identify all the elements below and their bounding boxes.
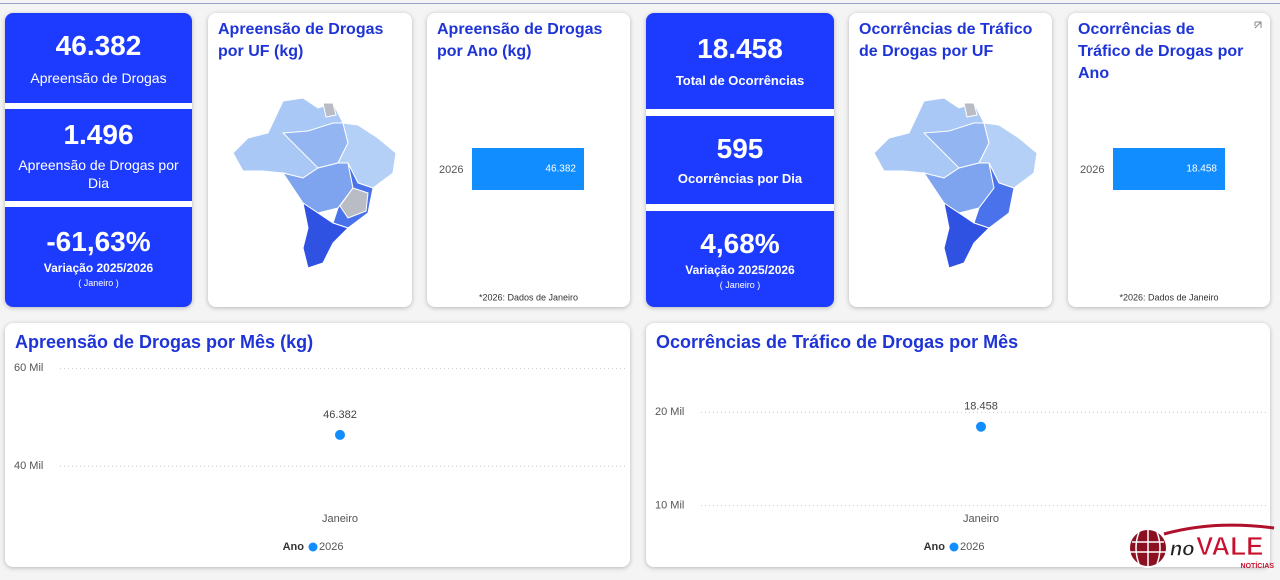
- x-tick-label: Janeiro: [963, 513, 999, 525]
- line-chart: 10 Mil 20 Mil Janeiro 18.458 2026 Ano: [655, 401, 1266, 553]
- legend-title: Ano: [283, 541, 305, 553]
- top-rule: [0, 3, 1280, 4]
- legend-label: 2026: [960, 541, 984, 553]
- kpi-value: -61,63%: [46, 225, 151, 257]
- value-label: 46.382: [545, 164, 576, 175]
- value-label: 18.458: [964, 401, 998, 413]
- kpi-card: -61,63% Variação 2025/2026 ( Janeiro ): [5, 207, 192, 307]
- y-tick-label: 60 Mil: [14, 362, 43, 374]
- map-region: [339, 187, 369, 219]
- footnote: *2026: Dados de Janeiro: [1119, 292, 1218, 302]
- legend-marker: [308, 542, 318, 552]
- card-title: Apreensão de Drogas por Ano (kg): [437, 21, 603, 60]
- category-label: 2026: [1080, 164, 1104, 176]
- kpi-card: 46.382 Apreensão de Drogas: [5, 13, 192, 103]
- legend-marker: [949, 542, 959, 552]
- line-card: 40 Mil 60 Mil Janeiro 46.382 2026 Ano Apreens…: [5, 323, 630, 567]
- bar-card: 2026 46.382 *2026: Dados de Janeiro Apreen…: [427, 13, 630, 307]
- bar-chart: 2026 18.458 *2026: Dados de Janeiro: [1080, 21, 1262, 302]
- logo-prefix: no: [1170, 538, 1194, 560]
- kpi-value: 18.458: [697, 33, 783, 64]
- kpi-value: 595: [716, 133, 764, 164]
- kpi-period: ( Janeiro ): [78, 277, 119, 288]
- kpi-card: 595 Ocorrências por Dia: [646, 116, 834, 204]
- logo-brand: VALE: [1196, 531, 1263, 561]
- bar-card: 2026 18.458 *2026: Dados de Janeiro Ocorrê…: [1068, 13, 1270, 307]
- kpi-label: Variação 2025/2026: [43, 260, 154, 275]
- legend-title: Ano: [924, 541, 946, 553]
- line-card: 10 Mil 20 Mil Janeiro 18.458 2026 Ano Ocorrên…: [646, 323, 1270, 567]
- point: [335, 429, 345, 440]
- card-title: Apreensão de Drogas por Mês (kg): [15, 332, 314, 352]
- kpi-label: Ocorrências por Dia: [677, 171, 803, 186]
- x-tick-label: Janeiro: [322, 513, 358, 525]
- y-tick-label: 20 Mil: [655, 406, 684, 418]
- bar-chart: 2026 46.382 *2026: Dados de Janeiro: [439, 148, 584, 302]
- map-shape: [232, 97, 397, 269]
- kpi-column: 18.458 Total de Ocorrências 595 Ocorrênc…: [646, 13, 834, 307]
- point: [976, 421, 986, 432]
- kpi-value: 46.382: [55, 30, 142, 61]
- logo-swoosh: [1163, 523, 1275, 536]
- footnote: *2026: Dados de Janeiro: [479, 292, 578, 302]
- kpi-label: Total de Ocorrências: [675, 73, 805, 88]
- kpi-column: 46.382 Apreensão de Drogas 1.496 Apreens…: [5, 13, 192, 307]
- legend-label: 2026: [319, 541, 343, 553]
- bar: [1113, 148, 1225, 190]
- map-card: Ocorrências de Tráfico de Drogas por UF: [849, 13, 1052, 307]
- kpi-card: 4,68% Variação 2025/2026 ( Janeiro ): [646, 211, 834, 307]
- logo-tagline: NOTÍCIAS: [1241, 561, 1275, 570]
- kpi-label: Apreensão de Drogas por Dia: [18, 157, 179, 191]
- card-title: Ocorrências de Tráfico de Drogas por Mês: [656, 332, 1019, 352]
- kpi-card: 18.458 Total de Ocorrências: [646, 13, 834, 109]
- card-title: Apreensão de Drogas por UF (kg): [218, 21, 384, 60]
- kpi-label: Variação 2025/2026: [685, 262, 795, 277]
- kpi-card: 1.496 Apreensão de Drogas por Dia: [5, 109, 192, 201]
- map-shape: [873, 97, 1038, 269]
- bar: [472, 148, 584, 190]
- kpi-value: 1.496: [63, 119, 134, 150]
- category-label: 2026: [439, 164, 463, 176]
- kpi-label: Apreensão de Drogas: [30, 70, 167, 86]
- map: [232, 97, 397, 269]
- card-title: Ocorrências de Tráfico de Drogas por UF: [859, 21, 1033, 60]
- kpi-value: 4,68%: [700, 227, 780, 259]
- logo-grid: [1130, 530, 1166, 566]
- card-title: Ocorrências de Tráfico de Drogas por Ano: [1078, 21, 1244, 82]
- map-card: Apreensão de Drogas por UF (kg): [208, 13, 412, 307]
- expand-icon[interactable]: [1254, 21, 1262, 29]
- value-label: 18.458: [1186, 164, 1217, 175]
- value-label: 46.382: [323, 409, 357, 421]
- logo: no VALE NOTÍCIAS: [1128, 523, 1275, 570]
- y-tick-label: 10 Mil: [655, 500, 684, 512]
- kpi-period: ( Janeiro ): [719, 279, 761, 290]
- line-chart: 40 Mil 60 Mil Janeiro 46.382 2026 Ano: [14, 362, 625, 553]
- y-tick-label: 40 Mil: [14, 460, 43, 472]
